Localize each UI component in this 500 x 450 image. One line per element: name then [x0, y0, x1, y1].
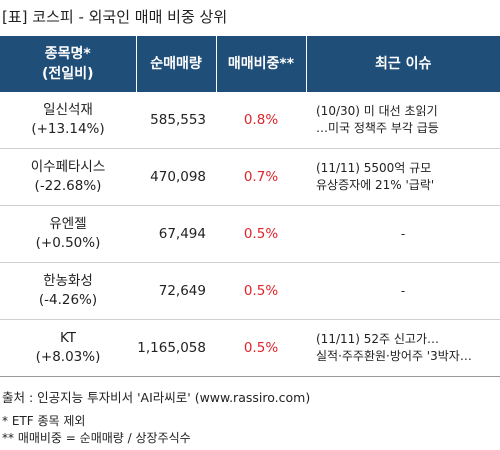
stock-name: 유엔젤: [49, 216, 87, 232]
page-title: [표] 코스피 - 외국인 매매 비중 상위: [2, 8, 228, 26]
recent-issue-cell: -: [306, 205, 500, 263]
net-volume: 72,649: [136, 262, 216, 320]
stock-name-cell: 일신석재 (+13.14%): [0, 92, 136, 149]
net-volume: 585,553: [136, 92, 216, 149]
stock-change: (+8.03%): [35, 349, 101, 365]
stock-change: (+13.14%): [31, 121, 105, 137]
table-row: 이수페타시스 (-22.68%) 470,098 0.7% (11/11) 55…: [0, 148, 500, 206]
issue-line1: -: [400, 226, 406, 241]
issue-line2: 유상증자에 21% '급락': [316, 178, 435, 192]
table-row: 일신석재 (+13.14%) 585,553 0.8% (10/30) 미 대선…: [0, 92, 500, 149]
issue-line1: (11/11) 5500억 규모: [316, 161, 432, 175]
stock-name: 일신석재: [43, 102, 93, 118]
stock-name: 한농화성: [43, 273, 93, 289]
recent-issue-cell: (11/11) 52주 신고가… 실적·주주환원·방어주 '3박자…: [306, 319, 500, 377]
issue-line2: …미국 정책주 부각 급등: [316, 121, 439, 135]
stock-name: 이수페타시스: [30, 159, 106, 175]
net-volume: 67,494: [136, 205, 216, 263]
recent-issue-cell: (10/30) 미 대선 초읽기 …미국 정책주 부각 급등: [306, 92, 500, 149]
header-net-volume: 순매매량: [136, 36, 217, 92]
stock-name-cell: 이수페타시스 (-22.68%): [0, 148, 136, 206]
stock-change: (-22.68%): [34, 178, 102, 194]
recent-issue-cell: -: [306, 262, 500, 320]
net-volume: 1,165,058: [136, 319, 216, 377]
stock-name: KT: [59, 330, 77, 346]
trade-ratio: 0.5%: [216, 205, 306, 263]
header-trade-ratio: 매매비중**: [216, 36, 307, 92]
trade-ratio: 0.8%: [216, 92, 306, 149]
stock-name-cell: 한농화성 (-4.26%): [0, 262, 136, 320]
issue-line1: -: [400, 283, 406, 298]
stock-change: (-4.26%): [38, 292, 98, 308]
header-stock-name: 종목명* (전일비): [0, 36, 137, 92]
footnote-etf: * ETF 종목 제외: [2, 414, 86, 428]
stock-change: (+0.50%): [35, 235, 101, 251]
footnote-ratio-definition: ** 매매비중 = 순매매량 / 상장주식수: [2, 431, 191, 445]
trade-ratio: 0.5%: [216, 262, 306, 320]
recent-issue-cell: (11/11) 5500억 규모 유상증자에 21% '급락': [306, 148, 500, 206]
stock-name-cell: KT (+8.03%): [0, 319, 136, 377]
header-name-line2: (전일비): [42, 66, 94, 82]
header-name-line1: 종목명*: [44, 46, 91, 62]
trade-ratio: 0.5%: [216, 319, 306, 377]
stock-name-cell: 유엔젤 (+0.50%): [0, 205, 136, 263]
table-header-row: 종목명* (전일비) 순매매량 매매비중** 최근 이슈: [0, 36, 500, 92]
net-volume: 470,098: [136, 148, 216, 206]
table-row: 유엔젤 (+0.50%) 67,494 0.5% -: [0, 205, 500, 263]
header-recent-issue: 최근 이슈: [306, 36, 500, 92]
issue-line1: (11/11) 52주 신고가…: [316, 332, 440, 346]
source-caption: 출처 : 인공지능 투자비서 'AI라씨로' (www.rassiro.com): [2, 390, 311, 405]
trade-ratio: 0.7%: [216, 148, 306, 206]
issue-line1: (10/30) 미 대선 초읽기: [316, 104, 438, 118]
foreign-trading-table: 종목명* (전일비) 순매매량 매매비중** 최근 이슈 일신석재 (+13.1…: [0, 36, 500, 377]
table-row: KT (+8.03%) 1,165,058 0.5% (11/11) 52주 신…: [0, 319, 500, 377]
issue-line2: 실적·주주환원·방어주 '3박자…: [316, 349, 472, 363]
table-row: 한농화성 (-4.26%) 72,649 0.5% -: [0, 262, 500, 320]
